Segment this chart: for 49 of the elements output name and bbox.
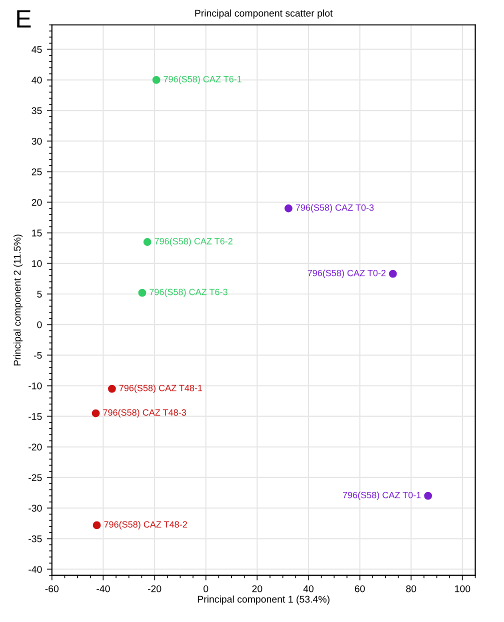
annotation: 796(S58) CAZ T0-3 [296, 204, 374, 213]
point [152, 76, 160, 84]
annotation: 796(S58) CAZ T48-3 [103, 409, 186, 418]
point [424, 492, 432, 500]
y-tick-label: -40 [28, 566, 42, 573]
y-tick-label: -15 [28, 413, 42, 420]
x-tick-label: 0 [204, 585, 208, 592]
annotation: 796(S58) CAZ T6-2 [154, 238, 232, 246]
y-tick-label: 25 [32, 168, 42, 176]
point [108, 384, 116, 393]
annotation: 796(S58) CAZ T48-2 [104, 520, 187, 530]
y-tick-label: 30 [32, 138, 42, 145]
x-tick-label: -60 [45, 585, 59, 592]
y-tick-label: -5 [34, 352, 42, 359]
x-tick-label: 40 [303, 585, 314, 592]
y-tick-label: 15 [32, 230, 42, 236]
x-axis-title: Principal component 1 (53.4%) [198, 596, 330, 605]
chart-title: Principal component scatter plot [195, 10, 333, 19]
text: E [17, 10, 31, 28]
x-tick-label: 80 [406, 585, 416, 592]
y-axis-title: Principal component 2 (11.5%) [14, 234, 23, 366]
y-tick-label: 45 [32, 46, 42, 53]
y-tick-label: 20 [32, 198, 42, 206]
y-tick-label: 35 [32, 107, 42, 114]
annotation: 796(S58) CAZ T48-1 [119, 384, 202, 394]
x-tick-label: 100 [455, 585, 470, 592]
x-tick-label: 20 [252, 585, 262, 592]
point [92, 409, 100, 418]
annotation: 796(S58) CAZ T6-3 [150, 288, 228, 297]
x-tick-label: -40 [96, 585, 110, 592]
point [92, 521, 101, 530]
y-tick-label: 5 [37, 290, 42, 298]
y-tick-label: 40 [32, 76, 42, 84]
point [388, 270, 397, 278]
y-tick-label: 0 [37, 321, 42, 328]
annotation: 796(S58) CAZ T6-1 [164, 76, 242, 84]
y-tick-label: -20 [28, 444, 42, 451]
annotation: 796(S58) CAZ T0-2 [308, 270, 386, 278]
y-tick-label: 10 [32, 260, 42, 268]
annotation: 796(S58) CAZ T0-1 [342, 492, 421, 500]
y-tick-label: -25 [28, 474, 42, 482]
x-tick-label: -20 [148, 585, 162, 592]
x-tick-label: 60 [354, 585, 365, 592]
y-tick-label: -35 [28, 535, 42, 542]
point [138, 288, 146, 297]
y-tick-label: -10 [28, 382, 42, 390]
point [143, 238, 152, 246]
y-tick-label: -30 [28, 504, 42, 512]
point [284, 204, 292, 212]
